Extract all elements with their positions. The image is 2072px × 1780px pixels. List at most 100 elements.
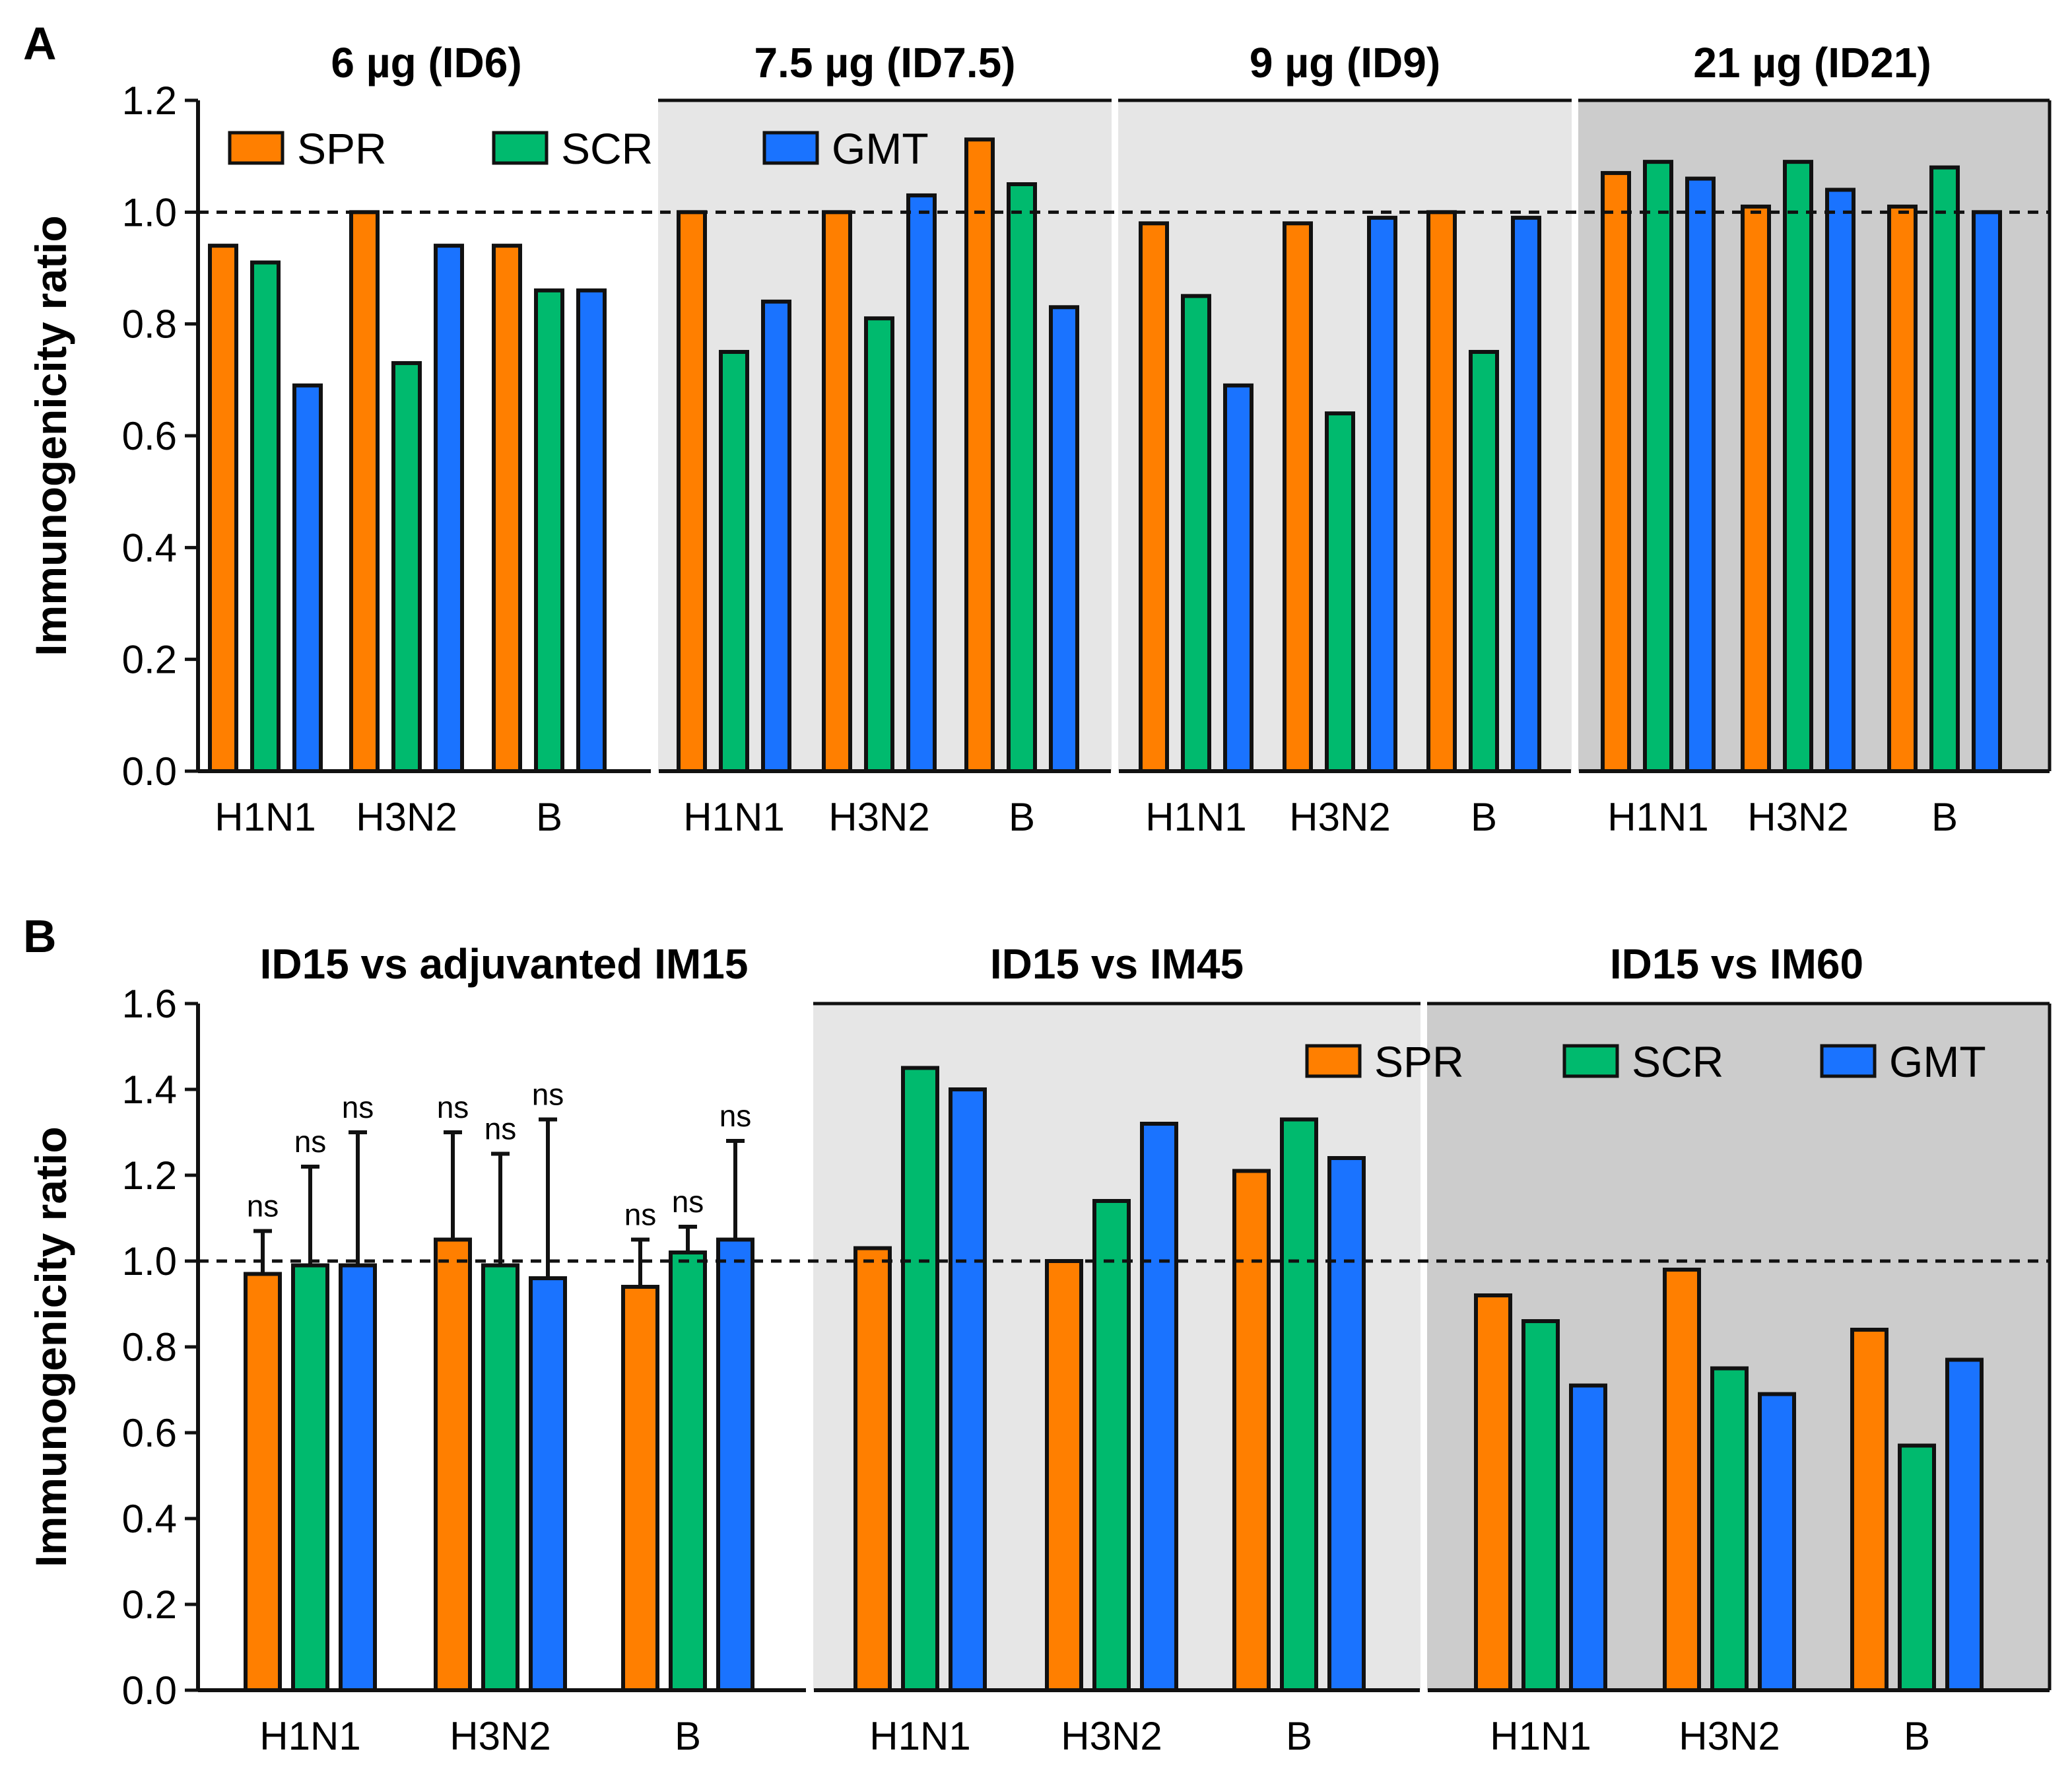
group-title: 7.5 µg (ID7.5) xyxy=(754,39,1015,86)
legend: SPR SCR GMT xyxy=(228,124,929,173)
bar-spr xyxy=(492,244,522,773)
bar-spr xyxy=(1139,221,1169,773)
bar-gmt xyxy=(906,193,937,773)
bar-scr xyxy=(1783,160,1813,773)
x-tick-label: H3N2 xyxy=(1679,1714,1780,1758)
y-tick-label: 0.2 xyxy=(122,638,177,682)
bar-scr xyxy=(1280,1117,1318,1692)
legend-label-spr: SPR xyxy=(297,124,387,173)
legend-swatch-gmt xyxy=(762,131,819,165)
bar-scr xyxy=(1007,182,1037,773)
bar-gmt xyxy=(1367,215,1397,773)
bar-gmt xyxy=(1685,176,1716,773)
bar-gmt xyxy=(1327,1156,1366,1692)
bar-spr xyxy=(1232,1169,1271,1692)
bar-scr xyxy=(1643,160,1673,773)
legend-swatch-spr xyxy=(228,131,284,165)
bar-spr xyxy=(1474,1293,1512,1692)
y-tick-label: 1.0 xyxy=(122,1239,177,1284)
x-tick-label: B xyxy=(1931,795,1958,839)
bar-scr xyxy=(1469,350,1499,773)
y-tick-label: 0.4 xyxy=(122,1497,177,1541)
bar-spr xyxy=(677,210,707,774)
group-title: 9 µg (ID9) xyxy=(1250,39,1440,86)
bar-spr xyxy=(853,1246,892,1692)
bar-gmt xyxy=(761,299,791,773)
x-tick-label: B xyxy=(1904,1714,1930,1758)
y-tick-label: 0.8 xyxy=(122,302,177,347)
x-tick-label: H1N1 xyxy=(1607,795,1708,839)
legend-label-gmt: GMT xyxy=(1889,1037,1986,1086)
x-tick-label: H3N2 xyxy=(828,795,929,839)
bar-gmt xyxy=(339,1263,377,1692)
legend-label-scr: SCR xyxy=(1632,1037,1723,1086)
bar-gmt xyxy=(1972,210,2002,774)
group-title: ID15 vs IM45 xyxy=(990,940,1244,988)
significance-label: ns xyxy=(624,1198,657,1232)
bar-gmt xyxy=(716,1237,754,1692)
panel-letter: A xyxy=(23,18,57,69)
x-tick-label: H1N1 xyxy=(683,795,784,839)
legend-swatch-scr xyxy=(1562,1044,1619,1078)
bar-spr xyxy=(208,244,238,773)
x-tick-label: H3N2 xyxy=(450,1714,551,1758)
bar-scr xyxy=(534,288,564,774)
bar-scr xyxy=(481,1263,519,1692)
y-tick-label: 1.2 xyxy=(122,1153,177,1198)
y-tick-label: 0.6 xyxy=(122,414,177,458)
bar-scr xyxy=(1181,294,1211,774)
group-title: ID15 vs adjuvanted IM15 xyxy=(260,940,749,988)
bar-spr xyxy=(349,210,380,774)
significance-label: ns xyxy=(719,1099,752,1133)
bar-gmt xyxy=(1049,305,1079,773)
x-tick-label: B xyxy=(1286,1714,1312,1758)
x-tick-label: H3N2 xyxy=(1061,1714,1162,1758)
bar-gmt xyxy=(1945,1357,1984,1692)
legend-label-scr: SCR xyxy=(561,124,653,173)
bar-gmt xyxy=(1511,215,1541,773)
bar-gmt xyxy=(1825,188,1855,773)
x-tick-label: B xyxy=(1009,795,1035,839)
bar-scr xyxy=(1710,1366,1749,1692)
bar-gmt xyxy=(1569,1383,1607,1692)
significance-label: ns xyxy=(342,1090,374,1124)
x-tick-label: B xyxy=(1471,795,1497,839)
significance-label: ns xyxy=(294,1124,327,1159)
bar-spr xyxy=(621,1285,659,1692)
bar-scr xyxy=(1521,1319,1560,1692)
bar-scr xyxy=(901,1066,939,1692)
group-title: ID15 vs IM60 xyxy=(1610,940,1863,988)
bar-gmt xyxy=(1758,1392,1796,1692)
y-tick-label: 1.0 xyxy=(122,190,177,234)
bar-spr xyxy=(1283,221,1313,773)
legend-label-spr: SPR xyxy=(1374,1037,1464,1086)
bar-scr xyxy=(719,350,749,773)
bar-gmt xyxy=(949,1087,987,1692)
bar-spr xyxy=(1741,204,1771,774)
bar-scr xyxy=(1898,1443,1936,1692)
bar-scr xyxy=(1929,165,1960,774)
x-tick-label: B xyxy=(675,1714,701,1758)
panel-letter: B xyxy=(23,910,57,962)
bar-gmt xyxy=(292,383,323,773)
y-tick-label: 0.0 xyxy=(122,749,177,794)
y-tick-label: 1.4 xyxy=(122,1068,177,1112)
bar-spr xyxy=(1663,1268,1701,1692)
x-tick-label: H1N1 xyxy=(259,1714,360,1758)
bar-spr xyxy=(1426,210,1457,774)
legend: SPR SCR GMT xyxy=(1305,1037,1986,1086)
y-tick-label: 0.4 xyxy=(122,526,177,570)
x-tick-label: H3N2 xyxy=(356,795,457,839)
bar-spr xyxy=(1850,1328,1888,1692)
y-axis-label: Immunogenicity ratio xyxy=(26,1126,75,1567)
bar-gmt xyxy=(576,288,607,774)
significance-label: ns xyxy=(485,1112,517,1146)
y-tick-label: 1.6 xyxy=(122,982,177,1026)
x-tick-label: H1N1 xyxy=(215,795,316,839)
bar-gmt xyxy=(1140,1122,1178,1692)
y-tick-label: 1.2 xyxy=(122,79,177,123)
x-tick-label: H1N1 xyxy=(1145,795,1246,839)
x-tick-label: H3N2 xyxy=(1747,795,1848,839)
legend-label-gmt: GMT xyxy=(832,124,929,173)
